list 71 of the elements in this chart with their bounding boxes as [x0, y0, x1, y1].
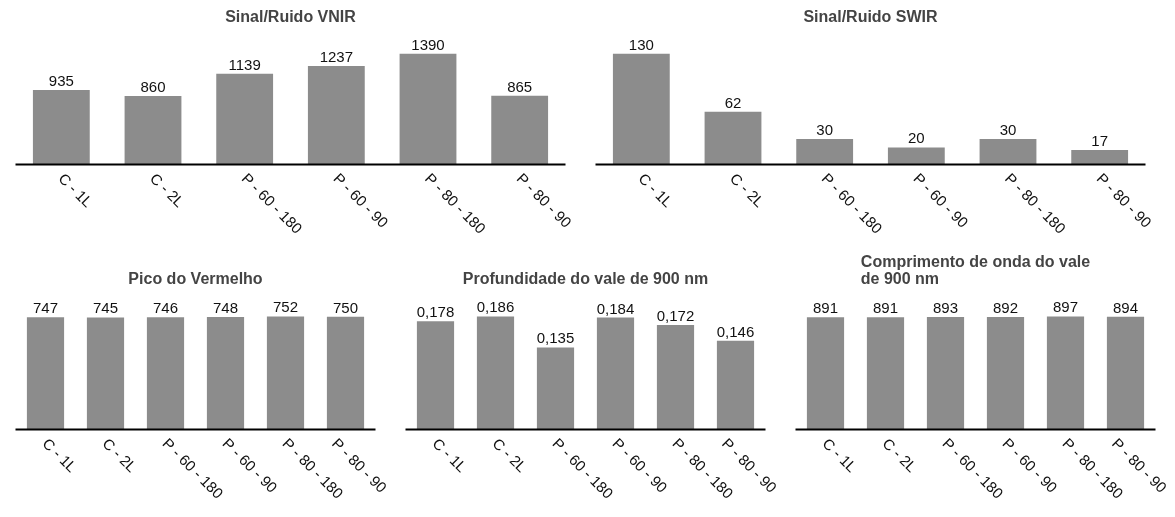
data-label: 748	[212, 298, 239, 316]
chart-title: Comprimento de onda do vale de 900 nm	[860, 252, 1091, 287]
chart-title: Sinal/Ruido VNIR	[225, 7, 357, 25]
data-label: 935	[48, 72, 74, 90]
x-tick-label: C - 1L	[55, 169, 97, 211]
data-label: 0,172	[656, 306, 695, 324]
x-tick-label: P - 60 - 90	[910, 169, 972, 231]
data-label: 62	[724, 93, 742, 111]
data-label: 745	[92, 299, 119, 317]
bar	[307, 66, 365, 165]
chart-title: Pico do Vermelho	[128, 269, 263, 287]
data-label: 0,186	[476, 298, 515, 316]
x-tick-label: C - 2L	[146, 169, 188, 211]
data-label: 747	[32, 299, 59, 317]
chart-title: Sinal/Ruido SWIR	[803, 7, 939, 25]
data-label: 1139	[228, 55, 261, 73]
data-label: 130	[628, 35, 654, 53]
bar	[796, 138, 854, 165]
bar	[216, 73, 274, 165]
data-label: 892	[992, 299, 1019, 317]
x-tick-label: C - 1L	[39, 434, 81, 476]
data-label: 897	[1052, 298, 1079, 316]
data-label: 860	[140, 78, 166, 96]
bar	[612, 53, 670, 165]
bar	[536, 347, 575, 430]
x-tick-label: C - 2L	[99, 434, 141, 476]
bar	[491, 95, 549, 165]
data-label: 0,178	[416, 303, 455, 321]
data-label: 865	[507, 77, 533, 95]
x-tick-label: P - 80 - 180	[1001, 169, 1070, 237]
bar	[416, 321, 455, 430]
data-label: 20	[907, 129, 925, 147]
x-tick-label: C - 1L	[429, 434, 471, 476]
data-label: 0,135	[536, 329, 575, 347]
x-tick-label: C - 2L	[879, 434, 921, 476]
data-label: 30	[999, 120, 1017, 138]
x-tick-label: P - 60 - 180	[818, 169, 886, 237]
data-label: 0,184	[596, 299, 635, 317]
bar	[32, 90, 90, 165]
x-tick-label: C - 1L	[819, 434, 861, 476]
bar	[596, 317, 635, 430]
bar	[979, 138, 1037, 165]
x-tick-label: P - 80 - 90	[1093, 169, 1156, 231]
data-label: 893	[932, 298, 959, 316]
x-tick-label: P - 60 - 180	[238, 169, 306, 237]
bar	[476, 316, 515, 430]
data-label: 891	[872, 299, 899, 317]
bar	[124, 96, 182, 165]
data-label: 891	[812, 299, 839, 317]
bar	[704, 111, 762, 165]
x-tick-label: C - 2L	[489, 434, 531, 476]
bar	[716, 340, 755, 430]
bar	[1071, 150, 1129, 165]
x-tick-label: P - 80 - 90	[513, 169, 576, 231]
x-tick-label: P - 80 - 180	[421, 169, 490, 237]
data-label: 746	[152, 299, 179, 317]
x-tick-label: C - 1L	[635, 169, 677, 211]
data-label: 1237	[319, 48, 354, 66]
data-label: 1390	[411, 35, 445, 53]
bar	[887, 147, 945, 165]
data-label: 30	[816, 120, 834, 138]
x-tick-label: C - 2L	[726, 169, 768, 211]
x-tick-label: P - 60 - 90	[330, 169, 392, 231]
bar	[656, 324, 695, 430]
data-label: 752	[272, 298, 299, 316]
data-label: 894	[1112, 298, 1139, 316]
bar	[399, 53, 457, 165]
data-label: 17	[1091, 132, 1109, 150]
chart-title: Profundidade do vale de 900 nm	[462, 269, 709, 287]
data-label: 0,146	[716, 322, 755, 340]
data-label: 750	[332, 298, 359, 316]
